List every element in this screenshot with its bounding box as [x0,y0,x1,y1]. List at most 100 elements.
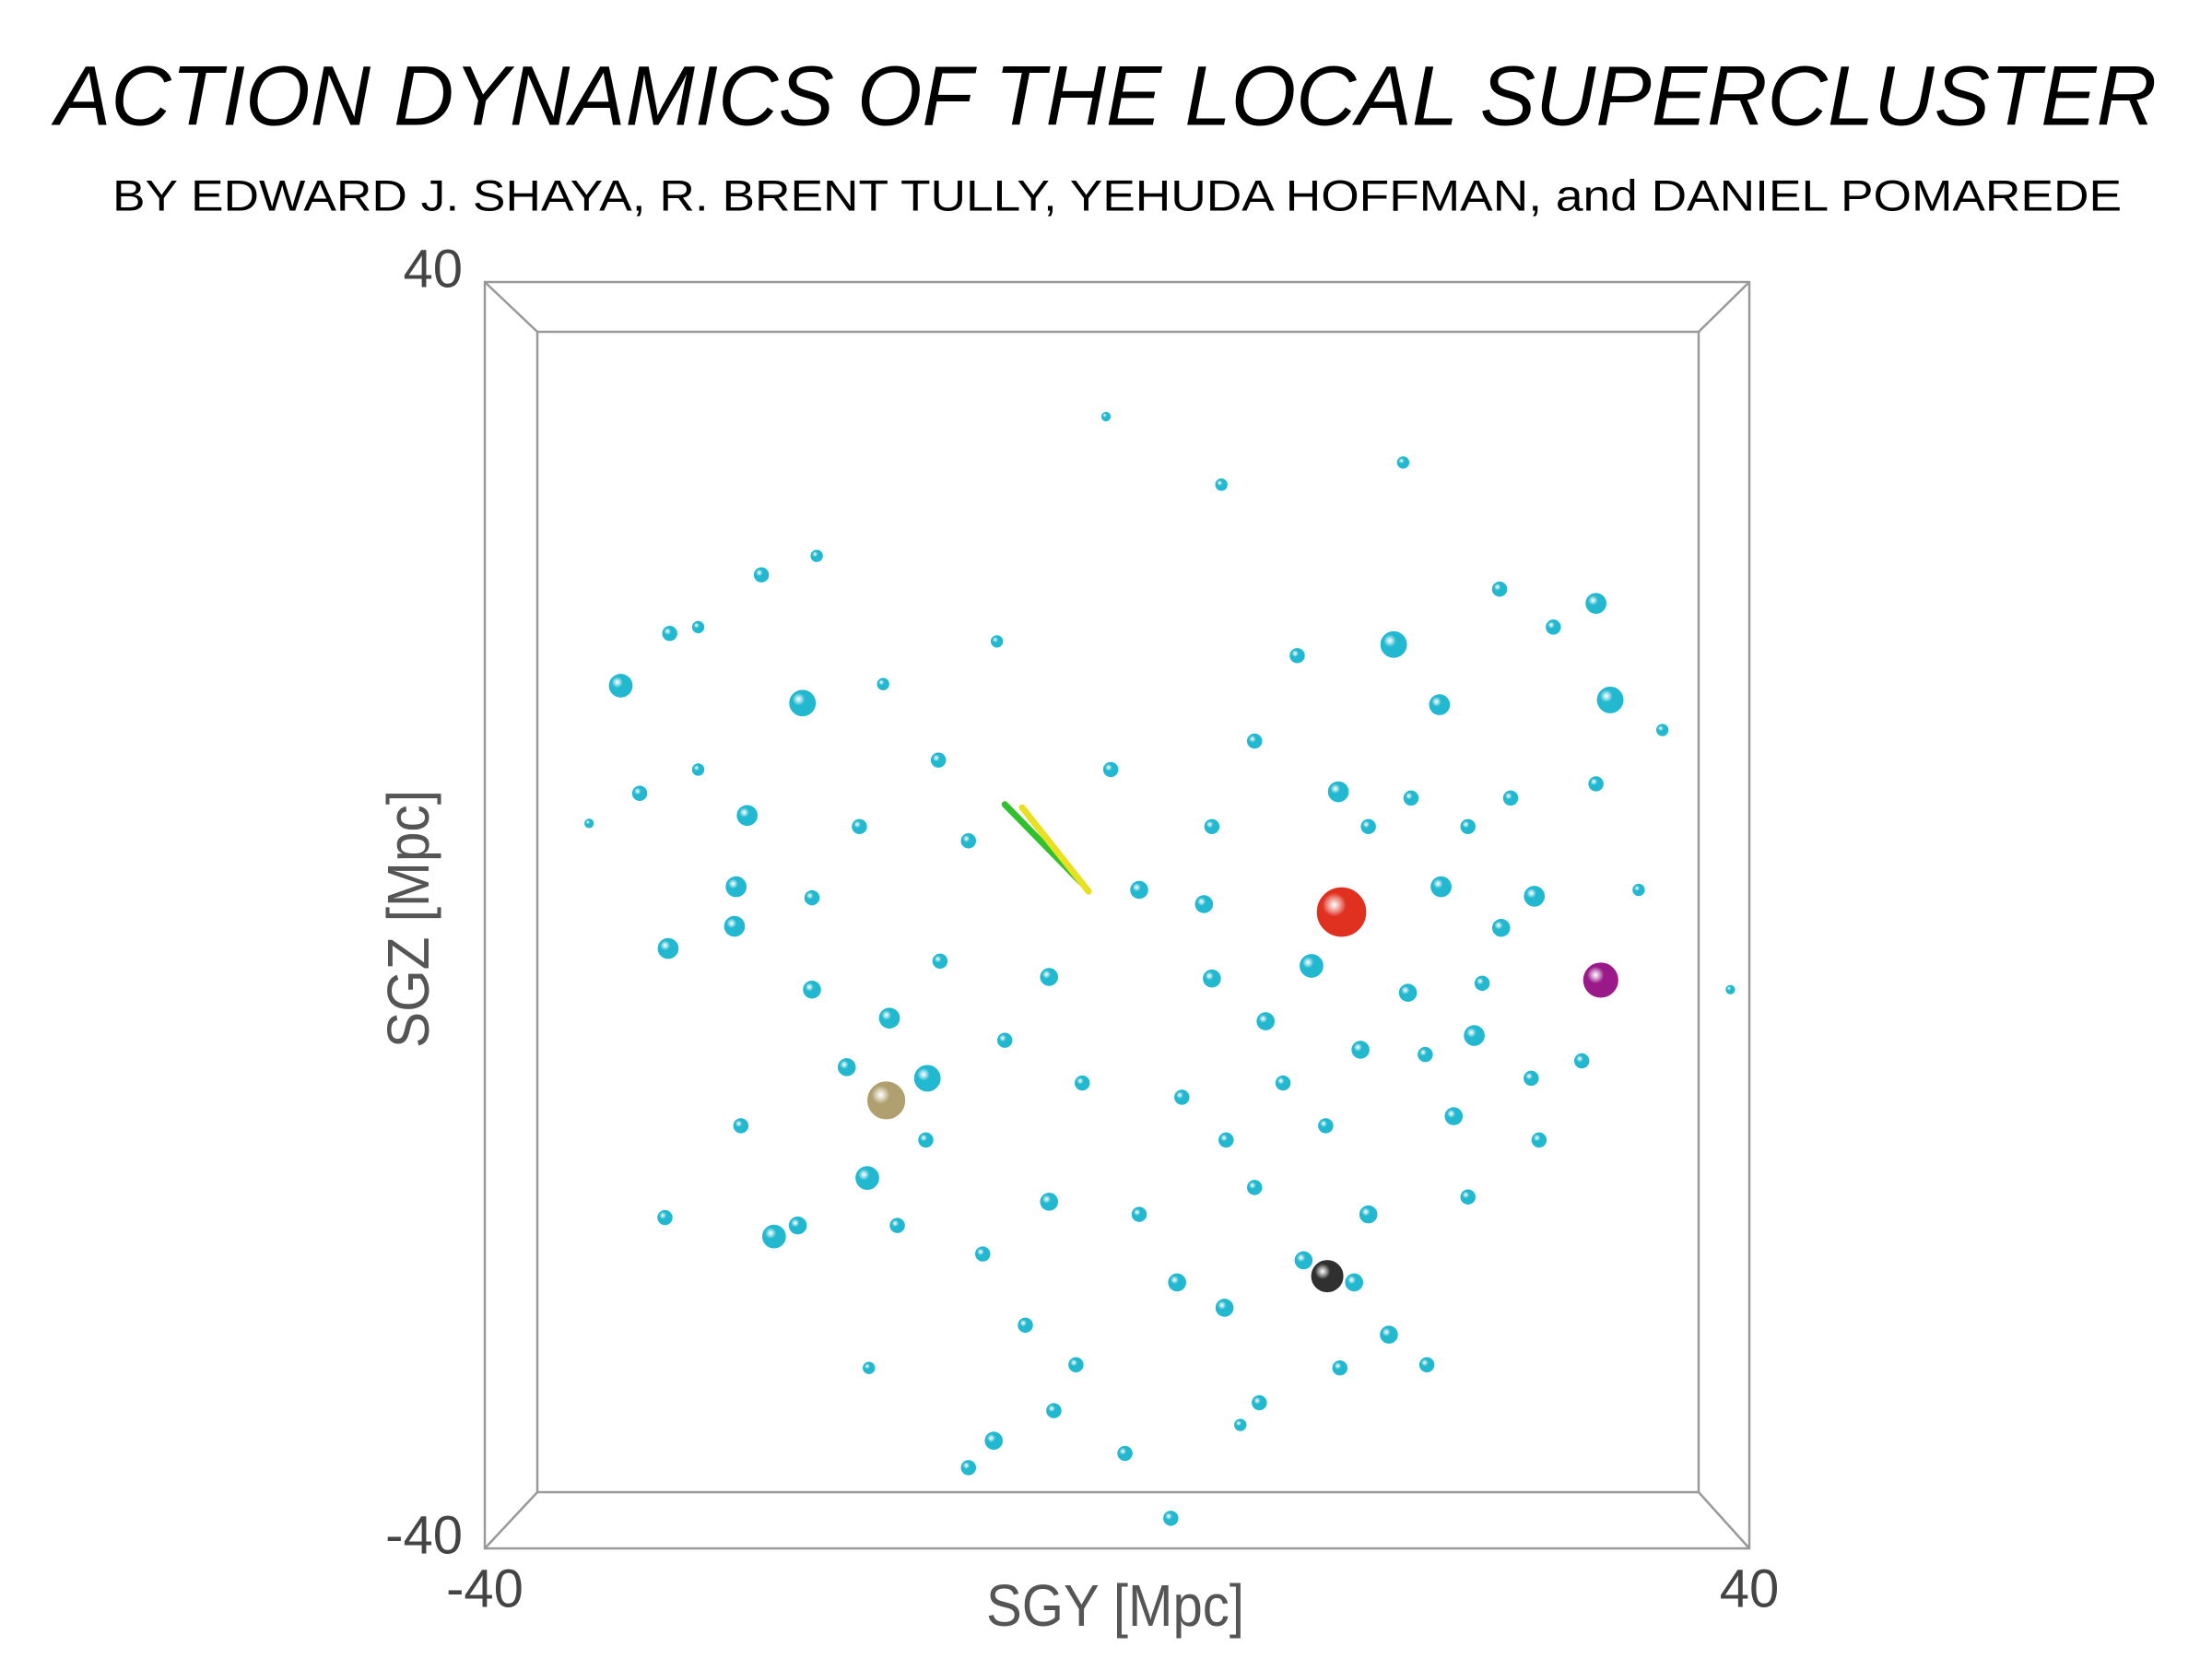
galaxy-point [1573,1053,1590,1069]
galaxy-point [662,626,677,641]
galaxy-point [1256,1012,1275,1030]
galaxy-point [1429,694,1451,715]
galaxy-point [584,818,594,829]
galaxy-point [1018,1317,1033,1334]
chart-subtitle: BY EDWARD J. SHAYA, R. BRENT TULLY, YEHU… [112,171,2122,219]
galaxy-point [1131,1206,1147,1222]
galaxy-point [608,674,633,698]
galaxy-point [1318,1118,1334,1134]
series-group [1583,962,1618,998]
galaxy-point [1351,1041,1370,1059]
galaxy-point [1418,1046,1433,1063]
plot-area [584,411,1735,1526]
galaxy-point [761,1224,786,1249]
galaxy-point [1234,1418,1247,1431]
galaxy-point [1444,1107,1464,1125]
galaxy-point [1130,880,1148,900]
galaxy-point [1655,724,1669,736]
galaxy-point [1327,781,1349,803]
galaxy-point [1218,1132,1234,1148]
galaxy-point [930,752,947,768]
galaxy-point [724,915,746,937]
galaxy-point [997,1032,1013,1048]
galaxy-point [990,635,1004,648]
series-group [1311,1260,1344,1293]
galaxy-point [1204,818,1220,835]
galaxy-point [1430,876,1452,898]
galaxy-point [1163,1511,1179,1526]
galaxy-point [1359,1205,1378,1224]
galaxy-point [1418,1357,1435,1373]
galaxy-point [1289,648,1305,664]
galaxy-point [855,1166,879,1190]
galaxy-point [1596,687,1624,713]
galaxy-point [1194,895,1214,913]
galaxy-point [1203,969,1221,988]
y-axis-label: SGZ [Mpc] [375,790,441,1048]
galaxy-point [725,876,747,898]
galaxy-point [1294,1251,1313,1270]
galaxy-point [1460,818,1476,835]
galaxy-point [974,1246,991,1262]
galaxy-point [1531,1132,1547,1148]
series-group [584,411,1735,1526]
galaxy-point [960,1460,977,1476]
galaxy-point [691,620,705,634]
group-point [1583,962,1618,998]
x-tick-label: -40 [446,1559,524,1618]
galaxy-point [1491,918,1511,937]
galaxy-point [1464,1025,1485,1046]
group-point [1311,1260,1344,1293]
galaxy-point [1275,1075,1291,1091]
galaxy-point [889,1218,905,1233]
x-axis-label: SGY [Mpc] [986,1572,1244,1639]
galaxy-point [960,833,977,849]
x-tick-label: 40 [1720,1559,1780,1618]
galaxy-point [1360,818,1376,835]
galaxy-point [1252,1394,1267,1411]
galaxy-point [877,677,889,690]
galaxy-point [1117,1445,1133,1462]
galaxy-point [1040,1193,1059,1211]
galaxy-point [984,1431,1004,1450]
group-point [867,1081,906,1120]
galaxy-point [788,1216,807,1235]
galaxy-point [1215,478,1228,491]
galaxy-point [1524,886,1546,907]
galaxy-point [1380,630,1407,658]
galaxy-point [1246,733,1263,749]
galaxy-point [1474,975,1490,992]
galaxy-point [913,1065,941,1092]
series-group [867,1081,906,1120]
galaxy-point [1524,1070,1539,1087]
galaxy-point [1215,1299,1234,1317]
galaxy-point [1403,790,1419,806]
galaxy-point [1588,776,1604,792]
galaxy-point [736,805,759,827]
galaxy-point [1174,1089,1190,1105]
galaxy-point [1100,411,1112,422]
galaxy-point [691,763,705,776]
galaxy-point [1396,456,1410,469]
galaxy-point [1546,619,1561,635]
galaxy-point [1345,1273,1364,1292]
galaxy-point [631,785,648,801]
galaxy-point [837,1058,856,1077]
galaxy-point [1632,883,1645,897]
galaxy-point [789,689,817,717]
group-point [1316,887,1367,937]
galaxy-point [1460,1189,1476,1205]
galaxy-point [878,1007,900,1029]
chart-title: ACTION DYNAMICS OF THE LOCAL SUPERCLUSTE… [51,49,2157,143]
trail-line [1018,804,1092,895]
y-tick-label: 40 [403,239,463,299]
galaxy-point [1491,581,1508,597]
galaxy-point [733,1118,749,1134]
galaxy-point [1246,1180,1263,1195]
galaxy-point [657,937,679,959]
galaxy-point [1046,1403,1062,1418]
galaxy-point [1398,983,1418,1002]
galaxy-point [1068,1357,1084,1373]
galaxy-point [657,1209,673,1226]
